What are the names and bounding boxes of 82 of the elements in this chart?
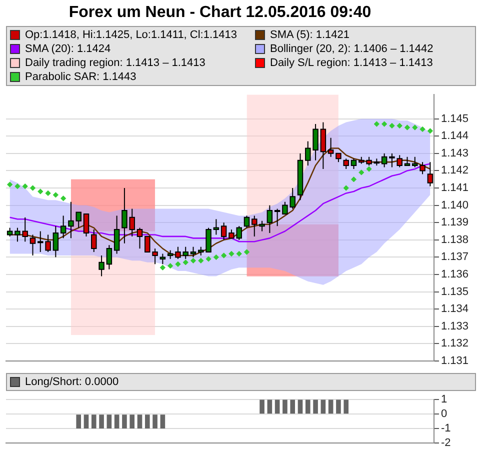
candlestick [114,215,120,254]
candlestick [328,137,334,158]
legend-label: Parabolic SAR: 1.1443 [25,71,136,83]
legend-label: Op:1.1418, Hi:1.1425, Lo:1.1411, Cl:1.1413 [25,29,238,41]
point [190,258,196,264]
y-tick-label: 0 [441,408,448,420]
candlestick [320,122,326,170]
y-tick-label: 1.143 [441,147,469,160]
point [45,190,51,196]
y-tick-label: 1.142 [441,164,469,177]
point [22,183,28,190]
candlestick [266,204,273,234]
point [358,170,364,176]
point [167,263,174,269]
point [396,122,402,129]
legend-label: SMA (5): 1.1421 [270,29,350,41]
candlestick [213,218,220,236]
point [220,252,227,258]
y-tick-label: 1.144 [441,130,469,142]
y-tick-label: 1.141 [441,182,469,194]
candlestick [136,227,143,250]
candlestick [98,254,104,277]
candlestick [244,215,250,228]
legend-label: Daily S/L region: 1.1413 – 1.1413 [270,57,433,69]
point [244,249,250,255]
candlestick [60,215,66,239]
point [236,250,242,257]
y-tick-label: 1.134 [441,303,469,316]
legend-label: SMA (20): 1.1424 [25,43,111,55]
candlestick [106,244,112,270]
candlestick [427,162,434,187]
y-tick-label: 1.131 [441,355,469,368]
y-tick-label: 1.135 [441,286,469,298]
legend-label: Bollinger (20, 2): 1.1406 – 1.1442 [270,43,434,55]
y-tick-label: 1.138 [441,234,469,246]
point [160,264,166,270]
y-tick-label: -1 [441,422,451,435]
candlestick [381,152,388,168]
point [206,256,212,262]
point [343,185,349,191]
point [228,250,234,257]
point [427,128,434,134]
y-tick-label: 1.136 [441,268,469,281]
y-tick-label: -2 [441,437,451,450]
point [420,126,426,132]
point [198,258,204,264]
candlestick [83,213,90,237]
point [213,254,220,260]
legend-label: Long/Short: 0.0000 [25,376,119,388]
point [38,188,44,194]
point [350,176,357,182]
point [374,121,380,127]
point [14,183,20,190]
point [389,122,395,129]
candlestick [274,208,280,227]
candlestick [220,222,227,240]
point [175,261,181,267]
y-tick-label: 1.145 [441,112,469,125]
candlestick [190,246,196,258]
y-tick-label: 1.133 [441,320,469,332]
point [412,124,418,130]
y-tick-label: 1.132 [441,338,469,350]
point [381,121,388,127]
y-tick-label: 1.137 [441,251,469,264]
legend-label: Daily trading region: 1.1413 – 1.1413 [25,57,206,69]
point [366,166,372,172]
point [6,182,13,188]
point [30,185,36,191]
candlestick [30,234,36,256]
y-tick-label: 1.140 [441,199,469,212]
candlestick [52,226,59,258]
y-tick-label: 1.139 [441,216,469,229]
candlestick [160,253,166,265]
point [404,124,410,130]
candlestick [91,229,97,253]
chart-title: Forex um Neun - Chart 12.05.2016 09:40 [68,3,372,23]
point [52,192,59,198]
point [60,196,66,202]
y-tick-label: 1 [441,394,448,406]
candlestick [350,158,357,170]
candlestick [343,158,349,170]
point [182,260,188,266]
